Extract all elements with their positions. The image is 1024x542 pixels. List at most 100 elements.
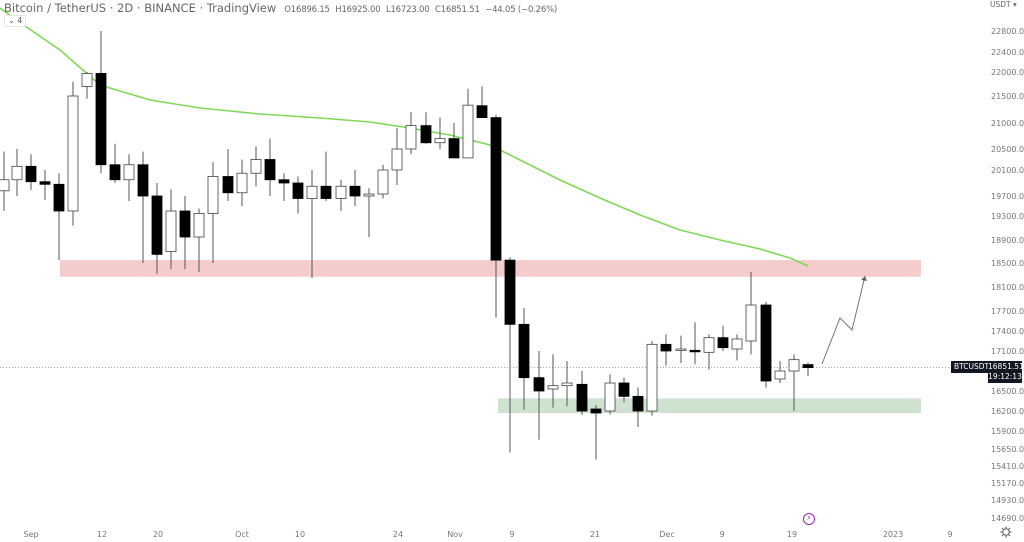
candle[interactable] bbox=[689, 322, 701, 365]
candle[interactable] bbox=[405, 112, 417, 155]
date-tick: 10 bbox=[295, 530, 305, 539]
price-tick: 22000.00 bbox=[991, 68, 1024, 77]
candle[interactable] bbox=[292, 176, 304, 214]
candle[interactable] bbox=[490, 114, 502, 318]
close-value: C16851.51 bbox=[434, 5, 480, 15]
candle[interactable] bbox=[207, 162, 219, 263]
candle[interactable] bbox=[604, 374, 616, 415]
candle[interactable] bbox=[745, 272, 757, 355]
price-tick: 16200.00 bbox=[991, 407, 1024, 416]
open-value: O16896.15 bbox=[284, 5, 330, 15]
candle[interactable] bbox=[123, 154, 135, 201]
candle[interactable] bbox=[646, 341, 658, 416]
zones bbox=[60, 260, 921, 413]
change-value: −44.05 (−0.26%) bbox=[485, 5, 558, 15]
price-axis[interactable]: 22800.00 22400.00 22000.00 21500.00 21000.00… bbox=[991, 27, 1024, 523]
candle[interactable] bbox=[420, 112, 432, 144]
candle[interactable] bbox=[278, 173, 290, 201]
candle[interactable] bbox=[264, 138, 276, 196]
candle[interactable] bbox=[391, 128, 403, 185]
candle[interactable] bbox=[165, 189, 177, 270]
candle[interactable] bbox=[67, 81, 79, 226]
candle[interactable] bbox=[25, 154, 37, 191]
symbol-title[interactable]: Bitcoin / TetherUS · 2D · BINANCE · Trad… bbox=[4, 1, 277, 15]
candle[interactable] bbox=[320, 151, 332, 201]
price-tick: 15650.00 bbox=[991, 445, 1024, 454]
time-axis[interactable]: Sep 12 20 Oct 10 24 Nov 9 21 Dec 9 19 2023 9 bbox=[23, 530, 952, 539]
candle[interactable] bbox=[731, 334, 743, 361]
candle[interactable] bbox=[193, 208, 205, 273]
candle[interactable] bbox=[335, 179, 347, 211]
price-tick: 20500.00 bbox=[991, 145, 1024, 154]
price-tick: 15170.00 bbox=[991, 479, 1024, 488]
candle[interactable] bbox=[0, 151, 10, 211]
candle[interactable] bbox=[518, 308, 530, 410]
support-zone[interactable] bbox=[498, 398, 921, 413]
candle[interactable] bbox=[250, 146, 262, 187]
date-tick: 9 bbox=[947, 530, 952, 539]
candle[interactable] bbox=[363, 188, 375, 237]
lightning-event-icon[interactable]: ⚡ bbox=[803, 513, 815, 525]
date-tick: 20 bbox=[153, 530, 163, 539]
moving-average-line bbox=[0, 7, 809, 267]
candle[interactable] bbox=[788, 354, 800, 411]
candle[interactable] bbox=[306, 170, 318, 278]
projection-arrow[interactable] bbox=[821, 275, 866, 365]
ohlc-values: O16896.15 H16925.00 L16723.00 C16851.51 … bbox=[284, 5, 560, 15]
candle[interactable] bbox=[660, 334, 672, 366]
candle[interactable] bbox=[561, 361, 573, 407]
price-tick: 15900.00 bbox=[991, 427, 1024, 436]
candle[interactable] bbox=[137, 151, 149, 263]
candle[interactable] bbox=[576, 371, 588, 415]
price-tick: 15410.00 bbox=[991, 462, 1024, 471]
date-tick: 9 bbox=[509, 530, 514, 539]
candle[interactable] bbox=[81, 72, 93, 99]
candle[interactable] bbox=[717, 325, 729, 351]
date-tick: 2023 bbox=[883, 530, 903, 539]
resistance-zone[interactable] bbox=[60, 260, 921, 277]
price-tick: 22800.00 bbox=[991, 27, 1024, 36]
candle[interactable] bbox=[236, 159, 248, 207]
price-tick: 18900.00 bbox=[991, 236, 1024, 245]
price-tick: 20100.00 bbox=[991, 166, 1024, 175]
candle[interactable] bbox=[703, 334, 715, 370]
candle[interactable] bbox=[760, 302, 772, 388]
candle[interactable] bbox=[151, 183, 163, 274]
price-tick: 17100.00 bbox=[991, 347, 1024, 356]
last-price-box: 16851.51 19:12:13 bbox=[988, 361, 1024, 383]
candle[interactable] bbox=[95, 31, 107, 174]
price-tick: 21500.00 bbox=[991, 92, 1024, 101]
candle[interactable] bbox=[222, 149, 234, 201]
candle[interactable] bbox=[802, 362, 814, 377]
price-tick: 14690.00 bbox=[991, 514, 1024, 523]
candle[interactable] bbox=[590, 405, 602, 460]
candle[interactable] bbox=[109, 143, 121, 183]
candle[interactable] bbox=[377, 164, 389, 199]
candle[interactable] bbox=[533, 351, 545, 440]
price-tick: 19700.00 bbox=[991, 192, 1024, 201]
candle[interactable] bbox=[39, 170, 51, 200]
candle[interactable] bbox=[632, 387, 644, 427]
candle[interactable] bbox=[179, 196, 191, 269]
candle[interactable] bbox=[448, 123, 460, 159]
candle[interactable] bbox=[618, 377, 630, 403]
candle[interactable] bbox=[434, 117, 446, 149]
candle[interactable] bbox=[774, 361, 786, 383]
symbol-tag: BTCUSDT bbox=[951, 361, 993, 373]
candle[interactable] bbox=[349, 170, 361, 206]
date-tick: Sep bbox=[23, 530, 38, 539]
candle[interactable] bbox=[504, 257, 516, 453]
indicators-toggle-button[interactable]: ⌄ 4 bbox=[4, 15, 27, 27]
high-value: H16925.00 bbox=[335, 5, 381, 15]
candle[interactable] bbox=[675, 335, 687, 363]
price-tick: 19300.00 bbox=[991, 212, 1024, 221]
price-tick: 17700.00 bbox=[991, 307, 1024, 316]
candle[interactable] bbox=[462, 88, 474, 159]
gear-icon[interactable] bbox=[1000, 526, 1012, 538]
currency-selector[interactable]: USDT ▾ bbox=[990, 0, 1017, 9]
candle[interactable] bbox=[11, 149, 23, 196]
candle[interactable] bbox=[476, 86, 488, 119]
candle[interactable] bbox=[53, 173, 65, 261]
candle[interactable] bbox=[547, 354, 559, 408]
